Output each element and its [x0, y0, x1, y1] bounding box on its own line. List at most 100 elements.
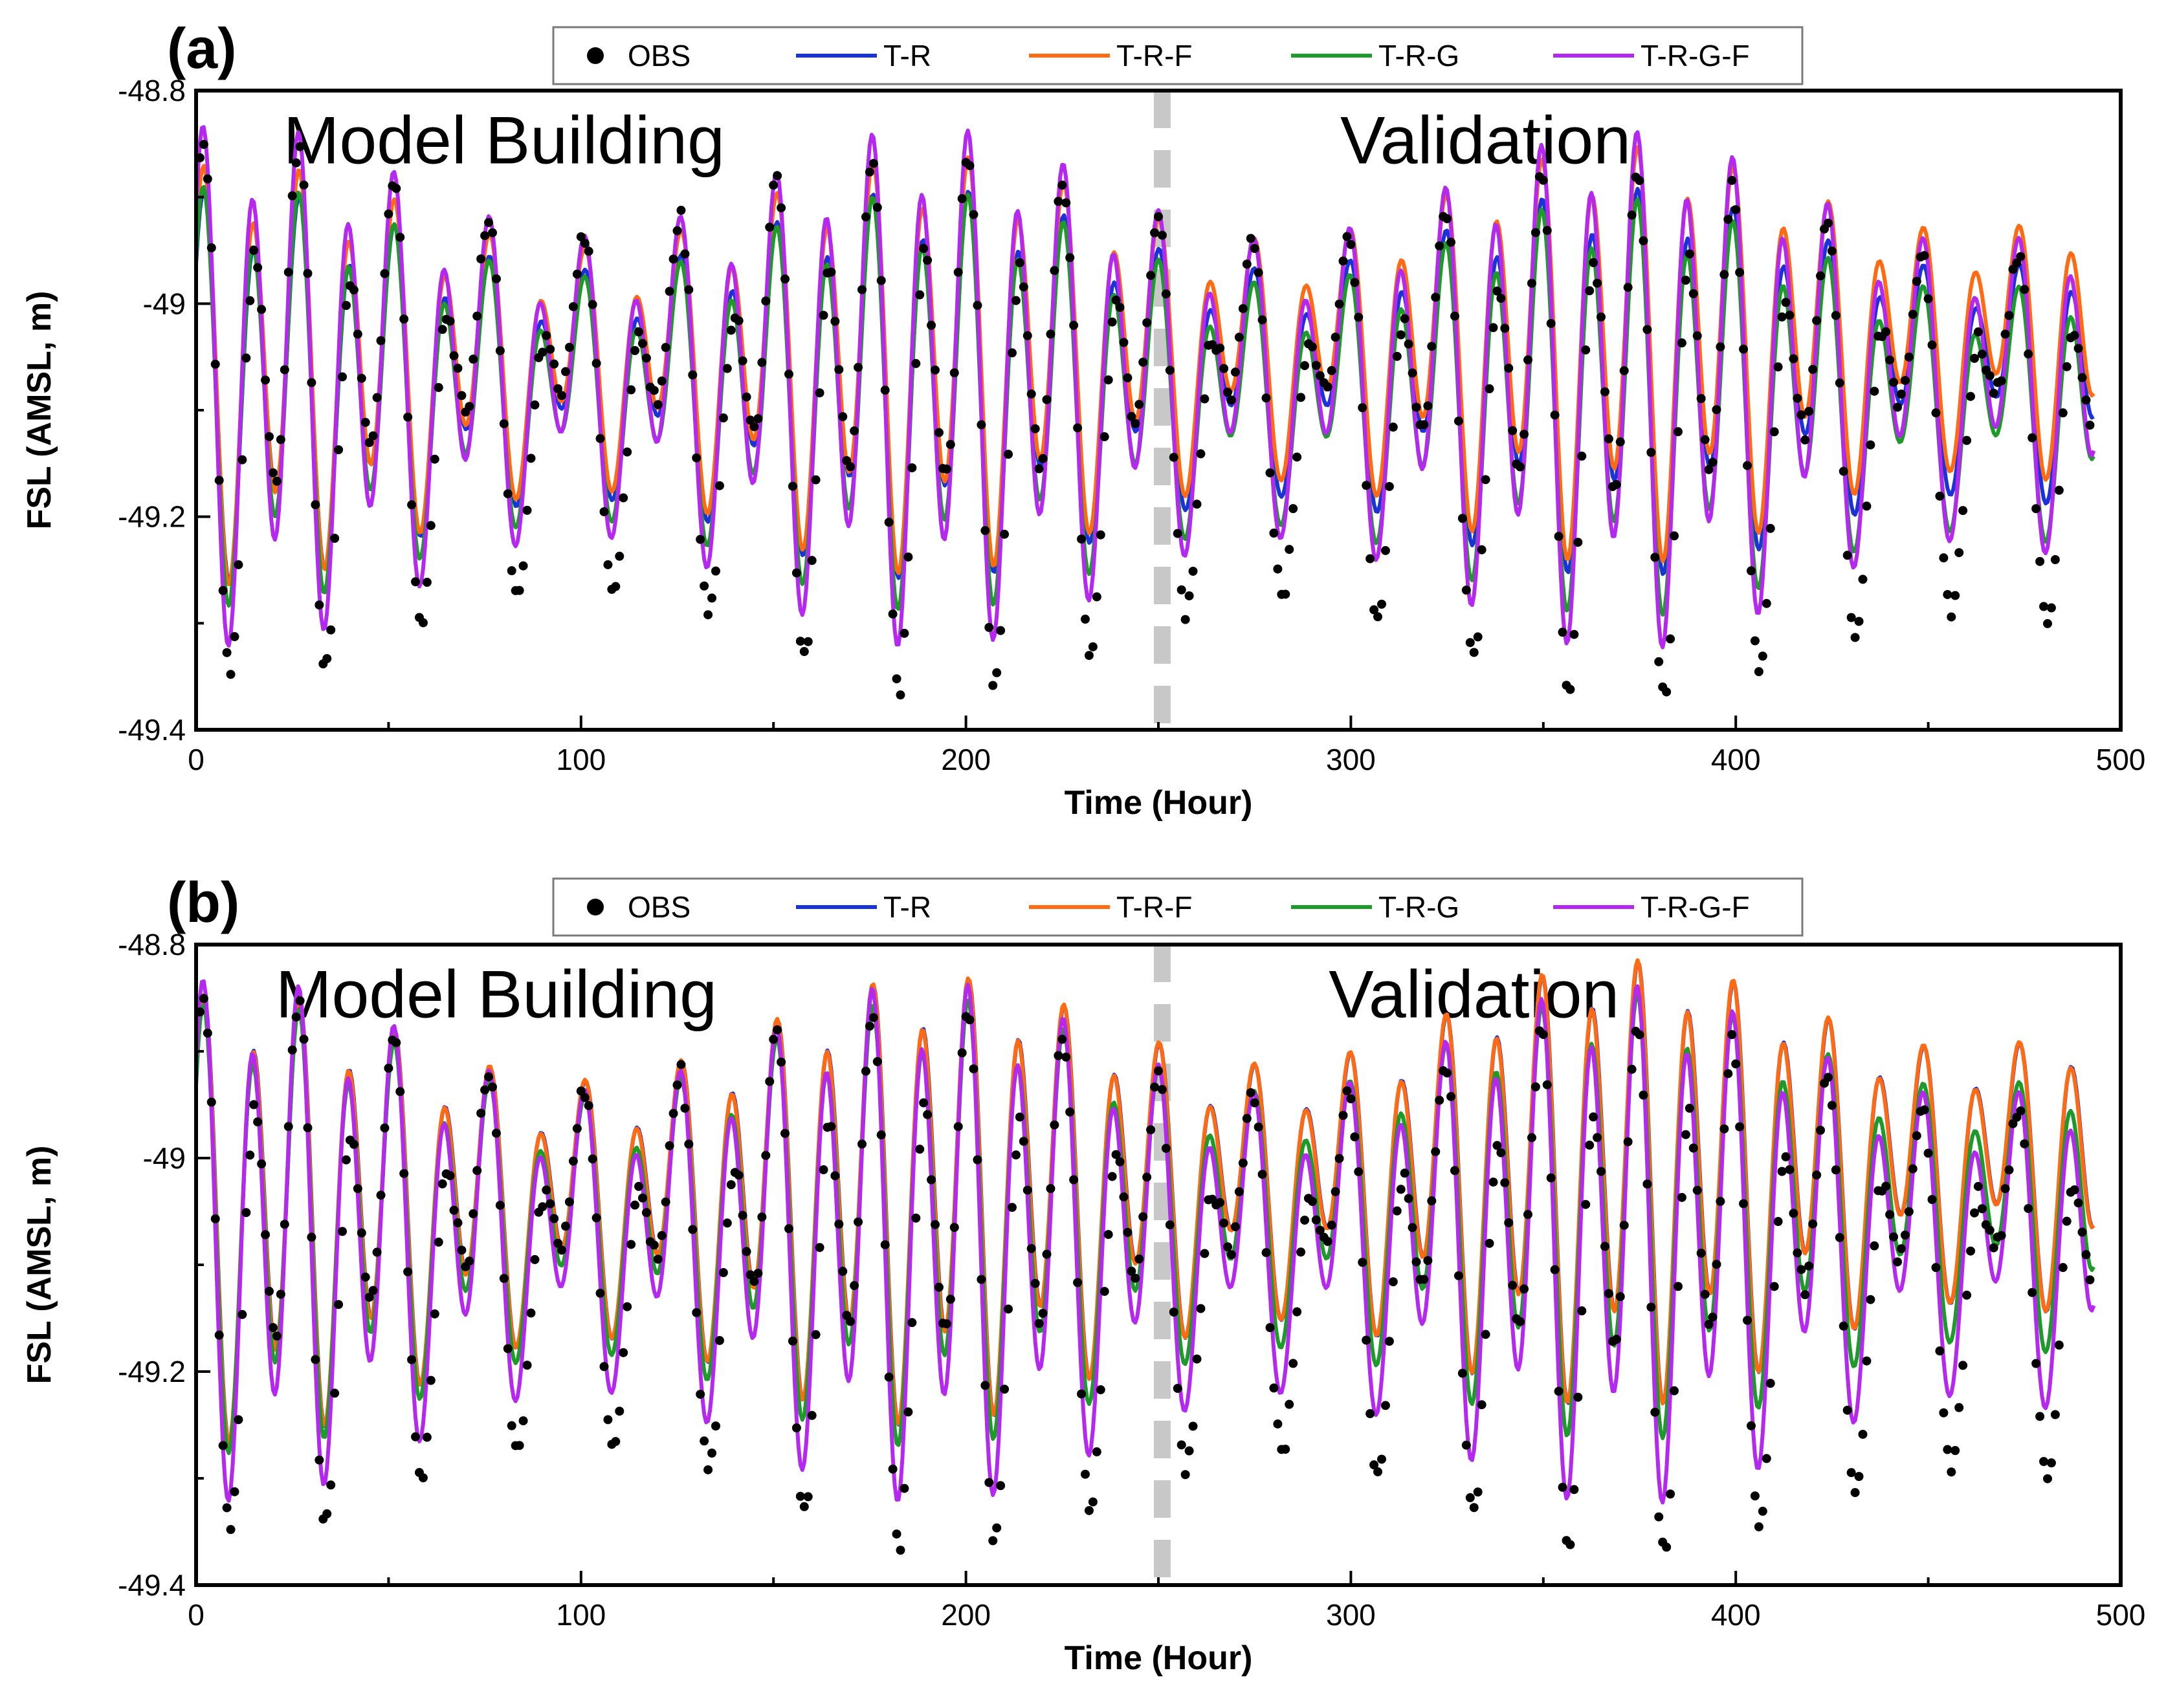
- obs-point: [330, 1388, 340, 1398]
- obs-point: [2077, 373, 2087, 382]
- obs-point: [330, 533, 340, 543]
- obs-point: [338, 372, 348, 382]
- obs-point: [411, 1432, 421, 1441]
- obs-point: [599, 1362, 609, 1372]
- x-tick-label: 500: [2096, 1598, 2146, 1632]
- obs-point: [1088, 1497, 1098, 1507]
- obs-point: [326, 625, 336, 635]
- obs-point: [641, 1208, 651, 1218]
- obs-point: [1273, 1419, 1283, 1429]
- obs-point: [784, 369, 793, 379]
- obs-point: [445, 316, 455, 326]
- obs-point: [661, 343, 670, 353]
- obs-point: [1627, 1064, 1637, 1074]
- obs-point: [1750, 1491, 1760, 1501]
- obs-point: [900, 628, 909, 638]
- obs-point: [1177, 585, 1186, 595]
- obs-point: [988, 1536, 998, 1546]
- obs-point: [196, 153, 204, 162]
- obs-point: [1492, 1141, 1502, 1150]
- obs-point: [1611, 479, 1621, 489]
- obs-point: [1423, 1256, 1433, 1265]
- obs-point: [353, 329, 362, 339]
- obs-point: [1923, 294, 1933, 303]
- obs-point: [1835, 1232, 1844, 1242]
- obs-point: [222, 1503, 232, 1513]
- obs-point: [1435, 241, 1444, 251]
- obs-point: [538, 1202, 547, 1212]
- obs-point: [1004, 450, 1013, 459]
- obs-point: [418, 1473, 428, 1483]
- obs-point: [1581, 1199, 1591, 1209]
- obs-point: [1585, 1141, 1595, 1150]
- obs-point: [1465, 638, 1475, 648]
- obs-point: [795, 1491, 805, 1501]
- obs-point: [311, 500, 320, 510]
- obs-point: [1269, 1383, 1279, 1393]
- obs-point: [669, 254, 678, 264]
- obs-point: [957, 1048, 967, 1058]
- obs-point: [896, 690, 905, 700]
- obs-point: [1996, 376, 2006, 386]
- obs-point: [561, 367, 571, 377]
- obs-point: [703, 610, 713, 620]
- obs-point: [1719, 270, 1729, 279]
- obs-point: [830, 1171, 840, 1181]
- obs-point: [1823, 1073, 1833, 1082]
- obs-point: [653, 1254, 663, 1264]
- x-tick-label: 100: [556, 1598, 606, 1632]
- obs-point: [1900, 376, 1910, 386]
- obs-point: [299, 1035, 309, 1044]
- obs-point: [1685, 249, 1694, 259]
- obs-point: [403, 412, 413, 422]
- obs-point: [376, 336, 386, 345]
- obs-point: [1300, 361, 1310, 371]
- obs-point: [996, 1481, 1006, 1491]
- obs-point: [1585, 286, 1595, 296]
- obs-point: [1765, 523, 1775, 533]
- obs-point: [549, 359, 559, 369]
- obs-point: [1227, 1250, 1237, 1260]
- obs-point: [1358, 1258, 1367, 1267]
- obs-point: [376, 1190, 386, 1200]
- obs-point: [368, 1286, 378, 1295]
- obs-point: [761, 296, 771, 306]
- obs-point: [2020, 1139, 2029, 1148]
- obs-point: [915, 1144, 925, 1154]
- panel-label: (b): [167, 870, 239, 934]
- obs-point: [661, 1197, 670, 1207]
- obs-point: [722, 364, 732, 373]
- obs-point: [765, 1077, 775, 1086]
- obs-point: [2054, 1341, 2064, 1350]
- obs-point: [584, 1100, 593, 1110]
- obs-point: [2016, 252, 2026, 261]
- obs-point: [819, 1165, 828, 1175]
- obs-point: [753, 1269, 763, 1278]
- obs-point: [1969, 353, 1979, 363]
- obs-point: [688, 370, 698, 380]
- obs-point: [1743, 461, 1752, 470]
- obs-point: [1358, 403, 1367, 413]
- obs-point: [287, 191, 297, 201]
- obs-point: [206, 243, 216, 253]
- obs-point: [1947, 1467, 1956, 1477]
- obs-point: [245, 1150, 255, 1160]
- obs-point: [1839, 1321, 1848, 1331]
- obs-point: [623, 1302, 632, 1311]
- obs-point: [1485, 1238, 1494, 1248]
- obs-point: [1057, 1035, 1067, 1044]
- obs-point: [1184, 591, 1194, 600]
- obs-point: [1461, 586, 1471, 595]
- obs-point: [1573, 538, 1583, 547]
- obs-point: [1292, 452, 1302, 462]
- obs-point: [1138, 357, 1148, 367]
- obs-point: [553, 384, 563, 393]
- obs-point: [2028, 433, 2037, 443]
- obs-point: [357, 373, 366, 383]
- obs-point: [1708, 1312, 1718, 1322]
- obs-point: [676, 206, 686, 215]
- obs-point: [1854, 617, 1864, 626]
- obs-point: [1442, 1068, 1452, 1078]
- obs-point: [238, 455, 247, 465]
- obs-point: [1827, 1100, 1837, 1110]
